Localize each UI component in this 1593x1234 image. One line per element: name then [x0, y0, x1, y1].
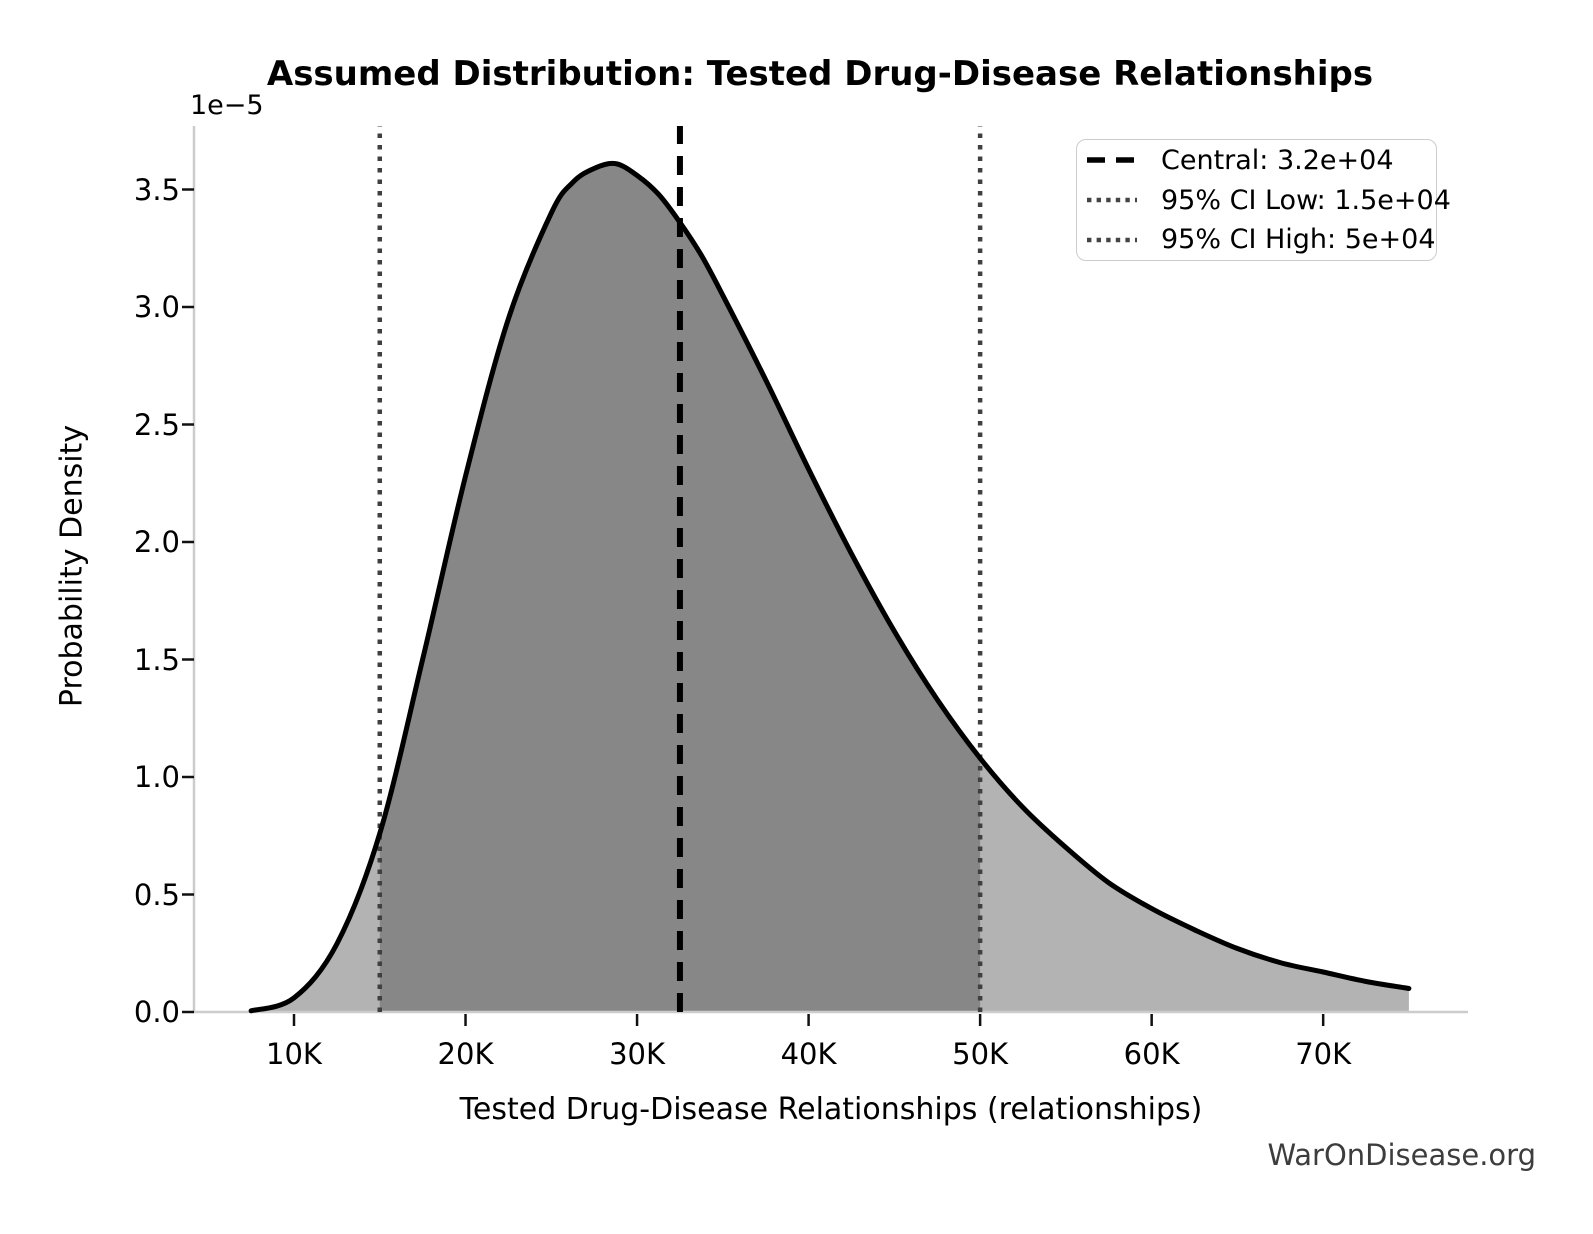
- y-tick-label: 1.0: [133, 760, 180, 794]
- chart-title: Assumed Distribution: Tested Drug-Diseas…: [266, 54, 1374, 94]
- ci-region-fill: [379, 163, 981, 1012]
- y-tick-label: 2.5: [133, 407, 180, 442]
- y-axis-offset-label: 1e−5: [190, 90, 264, 121]
- y-axis-label: Probability Density: [54, 424, 90, 708]
- legend-box: Central: 3.2e+04 95% CI Low: 1.5e+04 95%…: [1076, 139, 1451, 261]
- x-tick-label: 20K: [437, 1037, 494, 1071]
- y-tick-label: 2.0: [133, 525, 180, 559]
- legend-item-central: Central: 3.2e+04: [1077, 141, 1436, 180]
- x-tick-label: 40K: [780, 1037, 837, 1071]
- x-tick-label: 50K: [952, 1037, 1009, 1071]
- density-curve: [248, 160, 1412, 1014]
- y-tick-label: 3.5: [133, 172, 180, 207]
- dotted-line-sample-icon: [1087, 237, 1137, 242]
- watermark: WarOnDisease.org: [1267, 1138, 1536, 1172]
- legend-item-ci-low: 95% CI Low: 1.5e+04: [1077, 181, 1451, 220]
- x-tick-label: 10K: [266, 1037, 322, 1071]
- legend-label-central: Central: 3.2e+04: [1161, 144, 1394, 176]
- legend-label-ci-low: 95% CI Low: 1.5e+04: [1161, 184, 1451, 216]
- x-axis-label: Tested Drug-Disease Relationships (relat…: [459, 1092, 1203, 1127]
- x-tick-label: 60K: [1123, 1037, 1180, 1071]
- legend-label-ci-high: 95% CI High: 5e+04: [1161, 224, 1436, 256]
- y-tick-label: 1.5: [133, 642, 180, 677]
- y-tick-label: 3.0: [133, 290, 180, 324]
- y-tick-label: 0.0: [133, 995, 180, 1029]
- y-tick-label: 0.5: [133, 877, 180, 912]
- x-tick-label: 70K: [1295, 1037, 1352, 1071]
- legend-item-ci-high: 95% CI High: 5e+04: [1077, 220, 1436, 259]
- x-tick-label: 30K: [609, 1037, 665, 1071]
- dashed-line-sample-icon: [1087, 157, 1137, 163]
- dotted-line-sample-icon: [1087, 197, 1137, 203]
